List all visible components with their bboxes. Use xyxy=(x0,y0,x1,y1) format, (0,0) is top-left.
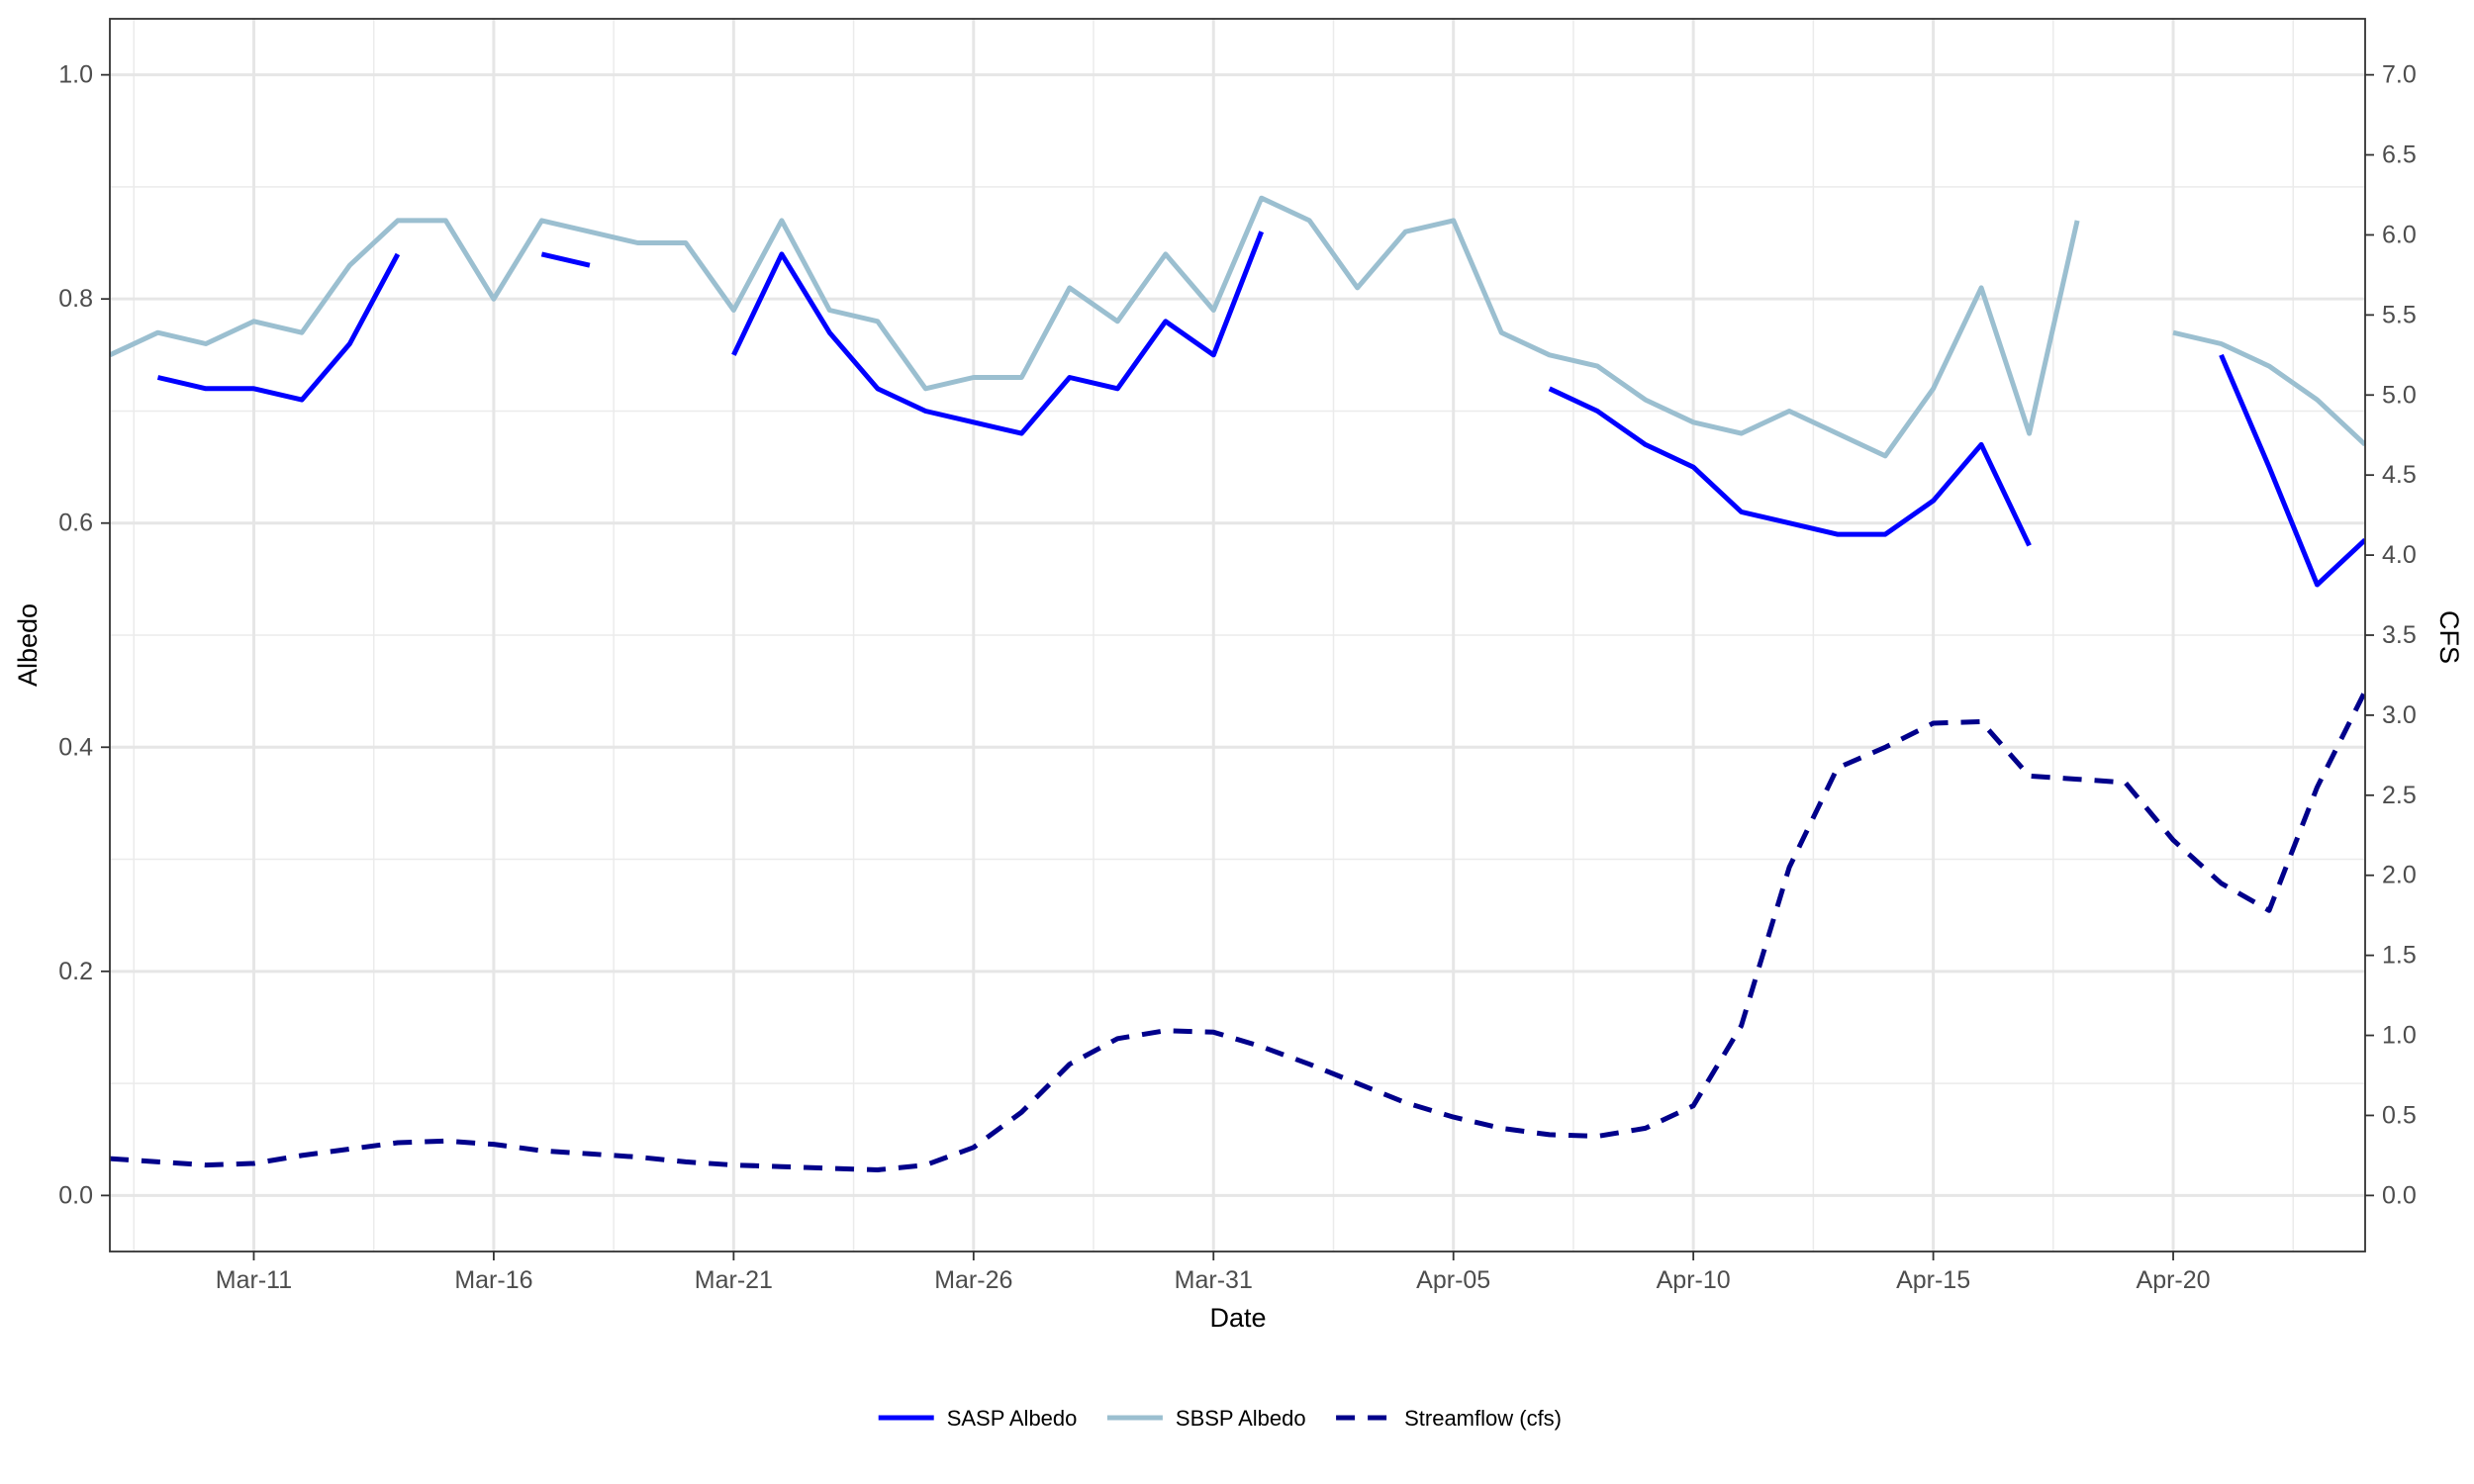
legend-label-sbsp: SBSP Albedo xyxy=(1176,1406,1306,1431)
series-line-sasp xyxy=(156,231,2365,588)
x-tick-label: Apr-15 xyxy=(1896,1266,1970,1294)
y-right-tick-label: 6.5 xyxy=(2382,141,2417,169)
x-tick-label: Apr-05 xyxy=(1416,1266,1490,1294)
minor-gridlines xyxy=(110,19,2365,1252)
y-right-tick-label: 4.5 xyxy=(2382,461,2417,489)
x-tick-label: Mar-16 xyxy=(454,1266,532,1294)
x-axis: Mar-11 Mar-16 Mar-21 Mar-26 Mar-31 Apr-05 Apr-… xyxy=(216,1252,2211,1294)
y-axis-right: 0.0 0.5 1.0 1.5 2.0 2.5 3.0 3.5 4.0 4.5 5.0 5.5 6.0 6… xyxy=(2365,61,2417,1209)
major-gridlines xyxy=(110,19,2365,1252)
y-right-tick-label: 0.0 xyxy=(2382,1181,2417,1209)
x-tick-label: Mar-21 xyxy=(695,1266,773,1294)
series-lines xyxy=(110,195,2365,1172)
y-right-tick-label: 3.0 xyxy=(2382,701,2417,729)
y-right-tick-label: 4.0 xyxy=(2382,541,2417,569)
x-tick-label: Apr-20 xyxy=(2137,1266,2211,1294)
x-tick-label: Mar-26 xyxy=(934,1266,1012,1294)
y-left-tick-label: 0.0 xyxy=(58,1181,93,1209)
y-right-tick-label: 3.5 xyxy=(2382,621,2417,649)
y-right-tick-label: 2.0 xyxy=(2382,862,2417,889)
y-left-tick-label: 0.4 xyxy=(58,733,93,761)
series-line-streamflow xyxy=(110,690,2365,1172)
x-tick-label: Mar-31 xyxy=(1175,1266,1253,1294)
y-right-tick-label: 0.5 xyxy=(2382,1101,2417,1129)
x-tick-label: Apr-10 xyxy=(1657,1266,1731,1294)
legend-label-sasp: SASP Albedo xyxy=(947,1406,1078,1431)
x-tick-label: Mar-11 xyxy=(216,1266,292,1294)
y-left-tick-label: 0.8 xyxy=(58,285,93,313)
y-right-tick-label: 7.0 xyxy=(2382,61,2417,89)
y-right-tick-label: 6.0 xyxy=(2382,221,2417,248)
y-left-tick-label: 1.0 xyxy=(58,61,93,89)
y-right-tick-label: 5.5 xyxy=(2382,301,2417,328)
y-right-tick-label: 5.0 xyxy=(2382,381,2417,409)
y-left-tick-label: 0.6 xyxy=(58,510,93,537)
series-line-sbsp xyxy=(110,195,2365,459)
y-right-tick-label: 1.5 xyxy=(2382,942,2417,970)
y-axis-left-title: Albedo xyxy=(13,603,43,687)
y-right-tick-label: 1.0 xyxy=(2382,1022,2417,1050)
legend-label-streamflow: Streamflow (cfs) xyxy=(1404,1406,1562,1431)
y-right-tick-label: 2.5 xyxy=(2382,782,2417,809)
y-axis-right-title: CFS xyxy=(2434,610,2464,664)
y-left-tick-label: 0.2 xyxy=(58,958,93,985)
legend: SASP Albedo SBSP Albedo Streamflow (cfs) xyxy=(878,1406,1562,1431)
y-axis-left: 0.0 0.2 0.4 0.6 0.8 1.0 xyxy=(58,61,110,1209)
x-axis-title: Date xyxy=(1209,1303,1266,1333)
